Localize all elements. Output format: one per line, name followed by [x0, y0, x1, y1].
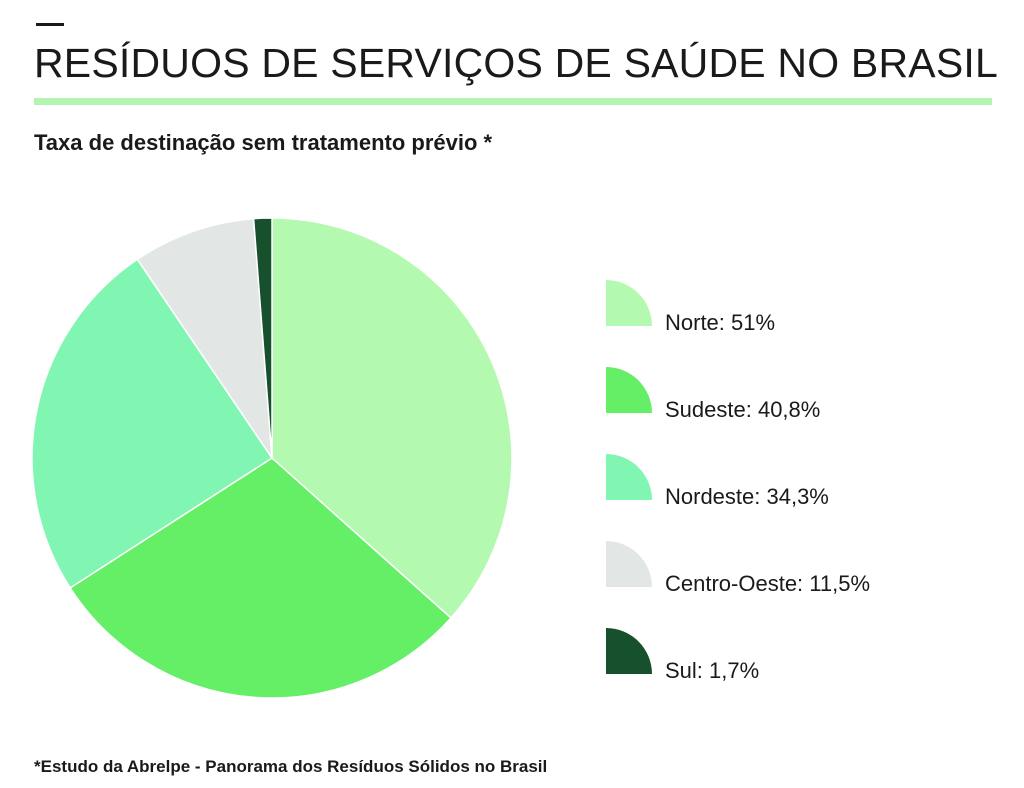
legend-swatch-nordeste	[606, 454, 652, 500]
legend-swatch-centro-oeste	[606, 541, 652, 587]
pie-slice-centro-oeste	[136, 217, 273, 461]
pie-slice-norte	[271, 217, 513, 620]
pie-slice-sul	[252, 217, 273, 459]
legend-item-norte: Norte: 51%	[606, 280, 1006, 367]
legend-swatch-sudeste	[606, 367, 652, 413]
pie-slice-nordeste	[31, 258, 274, 589]
title-underline	[34, 98, 992, 105]
legend-swatch-sul	[606, 628, 652, 674]
chart-legend: Norte: 51% Sudeste: 40,8% Nordeste: 34,3% C…	[606, 280, 1006, 715]
legend-item-sudeste: Sudeste: 40,8%	[606, 367, 1006, 454]
chart-subtitle: Taxa de destinação sem tratamento prévio…	[34, 130, 493, 155]
page-title: RESÍDUOS DE SERVIÇOS DE SAÚDE NO BRASIL	[34, 40, 998, 86]
legend-label-sul: Sul: 1,7%	[665, 658, 760, 683]
legend-item-centro-oeste: Centro-Oeste: 11,5%	[606, 541, 1006, 628]
pie-chart	[31, 217, 513, 699]
legend-label-sudeste: Sudeste: 40,8%	[665, 397, 821, 422]
legend-label-centro-oeste: Centro-Oeste: 11,5%	[665, 571, 871, 596]
source-footnote: *Estudo da Abrelpe - Panorama dos Resídu…	[34, 757, 548, 776]
pie-slice-sudeste	[69, 457, 452, 699]
title-dash	[36, 23, 64, 26]
legend-label-norte: Norte: 51%	[665, 310, 776, 335]
legend-item-sul: Sul: 1,7%	[606, 628, 1006, 715]
legend-swatch-norte	[606, 280, 652, 326]
legend-item-nordeste: Nordeste: 34,3%	[606, 454, 1006, 541]
legend-label-nordeste: Nordeste: 34,3%	[665, 484, 829, 509]
